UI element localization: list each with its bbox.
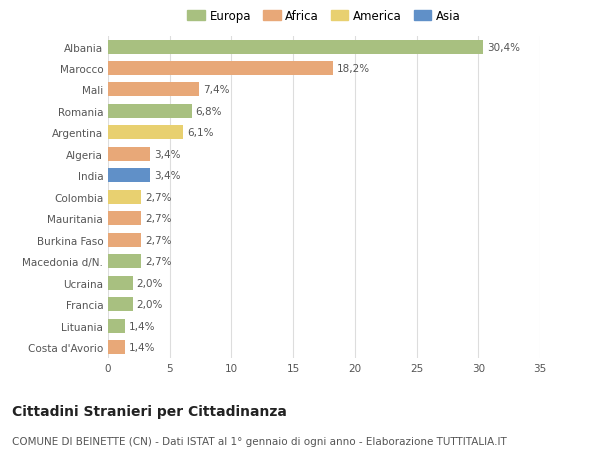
Text: 2,7%: 2,7% (145, 214, 172, 224)
Bar (108, 341, 125, 354)
Text: 1,4%: 1,4% (129, 321, 155, 331)
Bar (108, 276, 133, 290)
Bar (108, 62, 332, 76)
Text: 2,0%: 2,0% (136, 278, 163, 288)
Text: 30,4%: 30,4% (487, 42, 520, 52)
Bar (108, 84, 199, 97)
Bar (108, 169, 150, 183)
Text: 7,4%: 7,4% (203, 85, 230, 95)
Text: 6,1%: 6,1% (187, 128, 214, 138)
Text: 2,0%: 2,0% (136, 299, 163, 309)
Text: 1,4%: 1,4% (129, 342, 155, 353)
Text: 2,7%: 2,7% (145, 257, 172, 267)
Text: 3,4%: 3,4% (154, 150, 180, 160)
Bar (108, 147, 150, 162)
Bar (108, 105, 192, 118)
Bar (108, 319, 125, 333)
Bar (108, 190, 142, 204)
Bar (108, 40, 483, 54)
Bar (108, 126, 183, 140)
Bar (108, 255, 142, 269)
Legend: Europa, Africa, America, Asia: Europa, Africa, America, Asia (182, 5, 466, 28)
Text: 18,2%: 18,2% (337, 64, 370, 74)
Text: 2,7%: 2,7% (145, 192, 172, 202)
Text: 6,8%: 6,8% (196, 106, 222, 117)
Text: 3,4%: 3,4% (154, 171, 180, 181)
Bar (108, 297, 133, 311)
Text: 2,7%: 2,7% (145, 235, 172, 245)
Text: Cittadini Stranieri per Cittadinanza: Cittadini Stranieri per Cittadinanza (12, 404, 287, 418)
Text: COMUNE DI BEINETTE (CN) - Dati ISTAT al 1° gennaio di ogni anno - Elaborazione T: COMUNE DI BEINETTE (CN) - Dati ISTAT al … (12, 436, 507, 446)
Bar (108, 233, 142, 247)
Bar (108, 212, 142, 226)
